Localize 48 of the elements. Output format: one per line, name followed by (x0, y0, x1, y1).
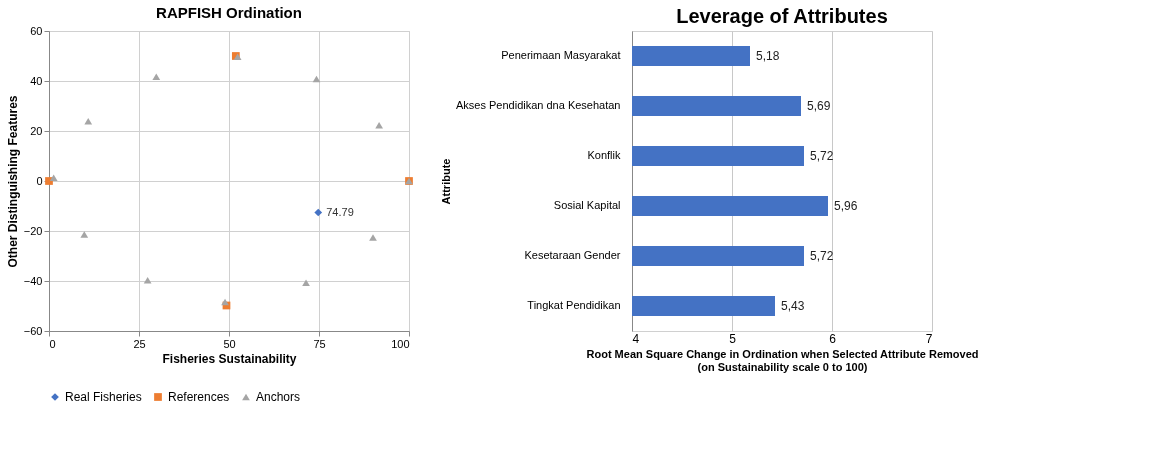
point (80, 231, 89, 238)
y-tick-label: 0 (36, 174, 43, 187)
x-tick-label: 5 (729, 331, 737, 346)
point (314, 208, 323, 217)
x-tick-label: 6 (829, 331, 837, 346)
x-tick-label: 4 (632, 331, 640, 346)
y-tick-label: Penerimaan Masyarakat (501, 49, 621, 61)
y-tick-label: Kesetaraan Gender (524, 249, 621, 261)
annotation: 74.79 (326, 205, 354, 218)
y-tick-label: Konflik (587, 149, 621, 161)
y-tick-label: 40 (30, 74, 43, 87)
data-label: 5,72 (810, 249, 834, 263)
y-tick-label: 60 (30, 24, 43, 37)
x-axis-title: Root Mean Square Change in Ordination when Selected Attribute Removed (on Sustainability scale 0 to 100) (586, 347, 979, 373)
data-label: 5,69 (807, 99, 831, 113)
chart-title: RAPFISH Ordination (156, 4, 302, 21)
x-axis-title: Fisheries Sustainability (162, 351, 297, 366)
point (369, 234, 377, 241)
data-label: 5,96 (834, 199, 858, 213)
y-tick-label: −40 (23, 274, 43, 287)
data-label: 5,18 (756, 49, 780, 63)
x-tick-label: 0 (49, 337, 56, 350)
y-axis-title: Attribute (439, 158, 452, 205)
y-tick-label: −20 (23, 224, 43, 237)
point (143, 276, 152, 284)
chart-title: Leverage of Attributes (676, 5, 888, 27)
legend-label: Anchors (256, 390, 301, 404)
point (84, 117, 93, 125)
y-tick-label: −60 (23, 324, 43, 337)
point (302, 279, 310, 287)
x-tick-label: 50 (223, 337, 236, 350)
legend-label: Real Fisheries (65, 390, 142, 404)
x-tick-label: 100 (391, 337, 410, 350)
y-axis-title: Other Distinguishing Features (5, 95, 20, 268)
point (49, 174, 58, 182)
y-tick-label: Sosial Kapital (553, 199, 621, 211)
point (312, 75, 321, 83)
data-label: 5,43 (781, 299, 805, 313)
point (375, 121, 383, 129)
y-tick-label: Tingkat Pendidikan (527, 299, 621, 311)
data-label: 5,72 (810, 149, 834, 163)
point (152, 73, 161, 81)
x-tick-label: 75 (313, 337, 326, 350)
legend-label: References (168, 390, 230, 404)
y-tick-label: Akses Pendidikan dna Kesehatan (455, 99, 621, 111)
y-tick-label: 20 (30, 124, 43, 137)
x-tick-label: 25 (133, 337, 146, 350)
x-tick-label: 7 (925, 331, 933, 346)
